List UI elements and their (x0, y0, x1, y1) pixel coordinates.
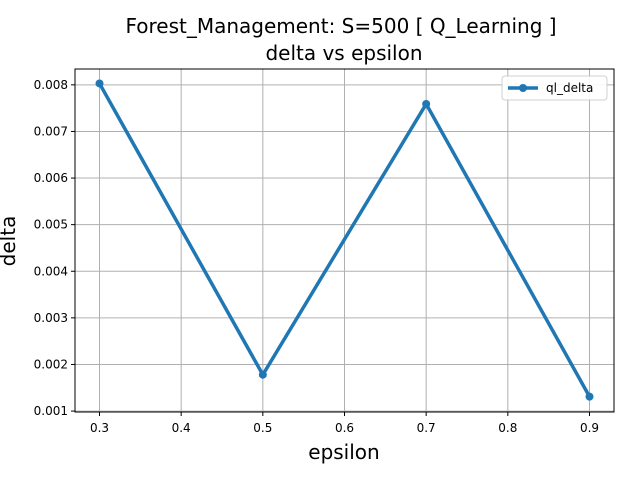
x-tick-label: 0.7 (417, 421, 436, 435)
grid (75, 69, 614, 412)
series-points (95, 79, 594, 401)
x-tick-label: 0.6 (335, 421, 354, 435)
y-tick-label: 0.006 (34, 171, 68, 185)
y-tick-label: 0.002 (34, 357, 68, 371)
x-tick-label: 0.5 (253, 421, 272, 435)
x-tick-label: 0.3 (90, 421, 109, 435)
y-axis-label: delta (0, 216, 20, 267)
x-tick-label: 0.8 (498, 421, 517, 435)
legend-entry-ql-delta: ql_delta (546, 81, 593, 95)
chart-title-line-2: delta vs epsilon (265, 41, 422, 65)
x-axis-ticks: 0.3 0.4 0.5 0.6 0.7 0.8 0.9 (90, 412, 599, 435)
y-tick-label: 0.007 (34, 124, 68, 138)
legend-marker (519, 84, 527, 92)
y-tick-label: 0.008 (34, 78, 68, 92)
data-point (95, 79, 104, 88)
y-tick-label: 0.005 (34, 218, 68, 232)
legend: ql_delta (501, 75, 608, 101)
plot-frame (74, 68, 615, 413)
legend-box (501, 75, 608, 101)
chart-title-line-1: Forest_Management: S=500 [ Q_Learning ] (125, 14, 556, 38)
x-axis-label: epsilon (308, 440, 379, 464)
data-point (422, 99, 431, 108)
x-tick-label: 0.4 (172, 421, 191, 435)
y-tick-label: 0.003 (34, 311, 68, 325)
y-tick-label: 0.004 (34, 264, 68, 278)
y-tick-label: 0.001 (34, 404, 68, 418)
series-line-ql-delta (97, 82, 592, 398)
y-axis-ticks: 0.001 0.002 0.003 0.004 0.005 0.006 0.007 0.008 (34, 78, 75, 418)
data-point (258, 370, 267, 379)
data-point (585, 392, 594, 401)
x-tick-label: 0.9 (580, 421, 599, 435)
